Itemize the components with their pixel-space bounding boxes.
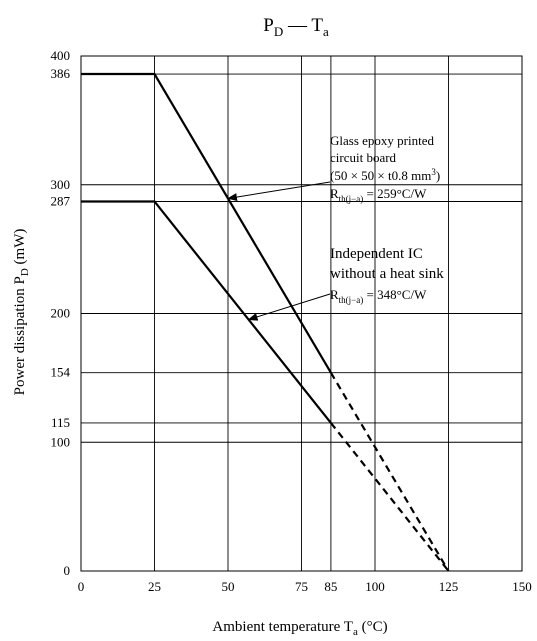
y-tick-label-386: 386 xyxy=(51,66,71,81)
annotation-glass-epoxy: Glass epoxy printed circuit board (50 × … xyxy=(330,133,440,204)
y-tick-label-154: 154 xyxy=(51,365,71,380)
annotation-independent-ic-line-1: Independent IC xyxy=(330,246,423,262)
x-axis-label: Ambient temperature Ta (°C) xyxy=(212,619,387,638)
annotation-glass-epoxy-line-3: (50 × 50 × t0.8 mm3) xyxy=(330,167,440,183)
y-tick-label-100: 100 xyxy=(51,434,71,449)
plot-frame xyxy=(80,55,523,572)
y-tick-label-200: 200 xyxy=(51,306,71,321)
series-2-line xyxy=(81,200,332,424)
series-1-dashed-line xyxy=(329,372,450,572)
x-tick-label-100: 100 xyxy=(365,579,385,594)
y-tick-label-0: 0 xyxy=(64,563,71,578)
annotation-glass-epoxy-line-2: circuit board xyxy=(330,150,397,165)
x-tick-label-125: 125 xyxy=(439,579,459,594)
x-tick-label-0: 0 xyxy=(78,579,85,594)
x-tick-label-50: 50 xyxy=(222,579,235,594)
x-tick-label-75: 75 xyxy=(295,579,308,594)
x-tick-label-25: 25 xyxy=(148,579,161,594)
y-tick-label-115: 115 xyxy=(51,415,70,430)
y-tick-label-287: 287 xyxy=(51,193,71,208)
annotation-glass-epoxy-line-1: Glass epoxy printed xyxy=(330,133,434,148)
x-tick-label-150: 150 xyxy=(512,579,532,594)
y-tick-label-300: 300 xyxy=(51,177,71,192)
series-2-dashed-line xyxy=(330,422,450,572)
annotation-independent-ic-line-3: Rth(j−a) = 348°C/W xyxy=(330,287,427,305)
y-tick-label-400: 400 xyxy=(51,48,71,63)
annotation-independent-ic-line-2: without a heat sink xyxy=(330,266,444,282)
series xyxy=(81,72,450,572)
chart-title: PD — Ta xyxy=(263,15,329,39)
series-1-annotation-arrow xyxy=(227,181,331,201)
grid xyxy=(81,56,522,571)
series-2-annotation-arrow xyxy=(247,293,331,321)
annotation-independent-ic: Independent IC without a heat sink Rth(j… xyxy=(330,246,444,305)
y-axis-label: Power dissipation PD (mW) xyxy=(12,229,31,396)
x-tick-label-85: 85 xyxy=(324,579,337,594)
series-1-line xyxy=(81,72,332,374)
